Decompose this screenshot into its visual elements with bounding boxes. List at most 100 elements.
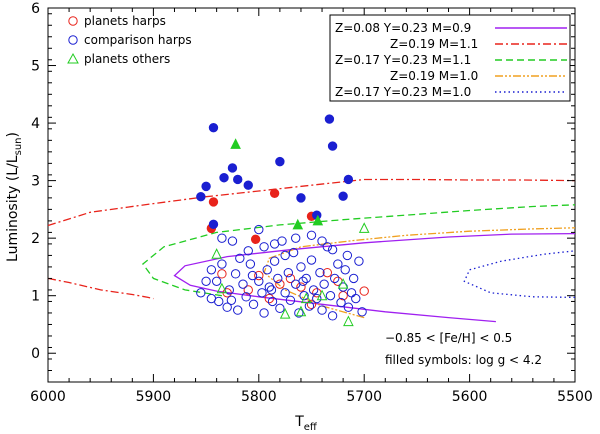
open-comparison-harps-point [259,242,269,252]
points-layer [196,114,370,327]
open-planets-harps-point [359,286,369,296]
open-comparison-harps-point [248,299,259,310]
legend-label-planets-others: planets others [84,52,170,66]
open-planets-others-point [216,282,228,294]
open-comparison-harps-point [304,301,315,311]
open-planets-others-point [300,292,312,304]
x-tick-label: 6000 [30,389,66,405]
open-comparison-harps-point [201,276,211,287]
open-comparison-harps-point [217,259,227,269]
open-planets-others-point [337,278,349,289]
y-tick-label: 0 [31,346,40,362]
filled-comparison-harps-point [208,122,219,133]
y-tick-label: 4 [31,116,40,132]
legend-label-track-4: Z=0.19 M=1.0 [390,69,478,83]
open-comparison-harps-point [357,307,367,317]
legend-label-planets-harps: planets harps [84,14,166,28]
open-planets-harps-point [264,293,275,304]
open-comparison-harps-point [243,246,253,256]
legend-label-track-1: Z=0.08 Y=0.23 M=0.9 [335,21,471,35]
open-comparison-harps-point [333,259,343,269]
tracks-legend: Z=0.08 Y=0.23 M=0.9 Z=0.19 M=1.1 Z=0.17 … [329,14,571,102]
filled-comparison-harps-point [275,156,285,167]
x-tick-label: 5700 [346,389,382,405]
open-comparison-harps-point [269,239,280,249]
open-comparison-harps-point [348,273,359,284]
open-planets-others-point [316,289,328,301]
open-comparison-harps-point [342,250,353,261]
x-tick-label: 5800 [241,389,277,405]
open-comparison-harps-point [319,279,329,289]
open-comparison-harps-point [206,265,217,275]
plot-frame [47,7,576,383]
open-planets-harps-point [243,285,253,295]
ticks-layer: 6000 5900 5800 5700 5600 5500 0 1 2 3 4 5 6 [30,1,593,405]
open-comparison-harps-point [317,305,327,315]
x-axis-title-sub: eff [304,422,318,433]
open-comparison-harps-point [346,288,357,298]
legend-label-comparison-harps: comparison harps [84,33,192,47]
open-comparison-harps-point [269,256,280,266]
open-planets-harps-point [306,299,317,310]
open-comparison-harps-point [288,247,299,258]
open-comparison-harps-point [230,269,241,279]
open-comparison-harps-point [241,292,251,302]
legend-label-track-2: Z=0.19 M=1.1 [390,37,478,51]
open-comparison-harps-point [298,276,308,287]
open-planets-harps-point [285,273,296,284]
filled-comparison-harps-point [243,180,253,190]
open-comparison-harps-point [259,308,269,318]
open-comparison-harps-point [235,253,245,263]
y-axis-title: Luminosity (L/Lsun) [5,132,24,262]
open-planets-others-point [211,248,222,259]
filled-comparison-harps-point [327,141,338,151]
open-planets-others-point [343,315,354,327]
open-comparison-harps-point [226,295,237,305]
open-comparison-harps-point [351,293,361,304]
open-comparison-harps-point [340,265,350,275]
filled-planets-harps-point [208,197,219,207]
track-line-2 [47,178,576,227]
y-tick-label: 5 [31,59,40,75]
open-comparison-harps-point [238,279,248,289]
filled-comparison-harps-point [227,163,238,173]
open-comparison-harps-point [254,224,264,235]
track-line-1 [173,232,576,323]
open-comparison-harps-point [247,270,258,281]
open-comparison-harps-point [322,242,333,252]
filled-comparison-harps-point [343,174,354,185]
legend-marker-comparison-harps [68,35,78,45]
open-comparison-harps-point [336,297,346,308]
filled-comparison-harps-point [233,174,243,185]
filled-comparison-harps-point [201,181,211,192]
open-comparison-harps-point [283,267,294,278]
open-comparison-harps-point [227,236,238,246]
open-planets-harps-point [296,282,306,292]
open-comparison-harps-point [354,256,364,266]
open-comparison-harps-point [264,282,275,292]
filled-planets-harps-point [269,188,280,198]
legend-marker-planets-others [67,52,79,64]
open-comparison-harps-point [290,233,301,243]
open-comparison-harps-point [214,296,224,307]
open-comparison-harps-point [315,267,325,278]
open-comparison-harps-point [306,255,317,265]
open-comparison-harps-point [266,285,277,295]
y-tick-label: 1 [31,289,40,305]
y-axis-title-main: Luminosity (L/L [5,155,21,262]
open-comparison-harps-point [306,230,317,240]
open-comparison-harps-point [312,293,322,304]
x-tick-label: 5600 [452,389,488,405]
y-axis-title-sub: sun [13,137,24,155]
open-comparison-harps-point [294,308,304,318]
open-planets-others-point [358,222,370,233]
filled-planets-others-point [292,218,304,230]
filled-planets-harps-point [250,234,261,245]
open-comparison-harps-point [196,288,206,298]
track-line-5 [463,250,576,299]
y-axis-title-close: ) [5,132,21,137]
open-comparison-harps-point [262,265,272,275]
annotation-metallicity-range: −0.85 < [Fe/H] < 0.5 [385,331,512,345]
open-comparison-harps-point [267,296,278,307]
open-comparison-harps-point [273,273,283,284]
